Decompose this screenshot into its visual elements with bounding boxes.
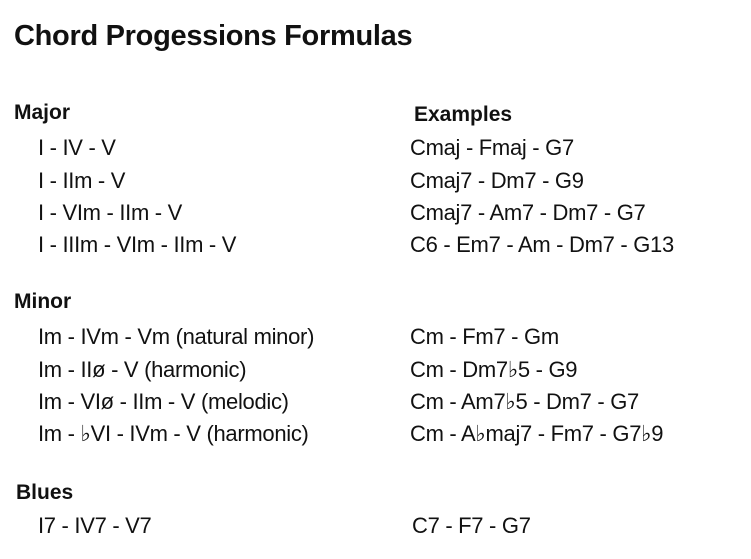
- example: Cm - Am7♭5 - Dm7 - G7: [410, 389, 639, 414]
- example: Cm - Dm7♭5 - G9: [410, 357, 578, 382]
- example: C6 - Em7 - Am - Dm7 - G13: [410, 232, 674, 257]
- example: Cm - A♭maj7 - Fm7 - G7♭9: [410, 421, 664, 446]
- example: Cmaj - Fmaj - G7: [410, 135, 574, 160]
- section-heading-major: Major: [14, 101, 71, 124]
- formula: Im - IVm - Vm (natural minor): [38, 324, 315, 349]
- example: Cmaj7 - Am7 - Dm7 - G7: [410, 200, 646, 225]
- page-title: Chord Progessions Formulas: [14, 20, 413, 52]
- formula: Im - VIø - IIm - V (melodic): [38, 389, 289, 414]
- examples-heading: Examples: [414, 103, 513, 126]
- example: C7 - F7 - G7: [412, 513, 531, 538]
- section-heading-minor: Minor: [14, 290, 72, 313]
- formula: I - IIm - V: [38, 168, 126, 193]
- section-heading-blues: Blues: [16, 481, 74, 504]
- formula: I7 - IV7 - V7: [38, 513, 152, 538]
- example: Cm - Fm7 - Gm: [410, 324, 559, 349]
- formula: I - IV - V: [38, 135, 116, 160]
- formula: Im - IIø - V (harmonic): [38, 357, 247, 382]
- formula: Im - ♭VI - IVm - V (harmonic): [38, 421, 309, 446]
- formula: I - VIm - IIm - V: [38, 200, 183, 225]
- example: Cmaj7 - Dm7 - G9: [410, 168, 584, 193]
- formula: I - IIIm - VIm - IIm - V: [38, 232, 237, 257]
